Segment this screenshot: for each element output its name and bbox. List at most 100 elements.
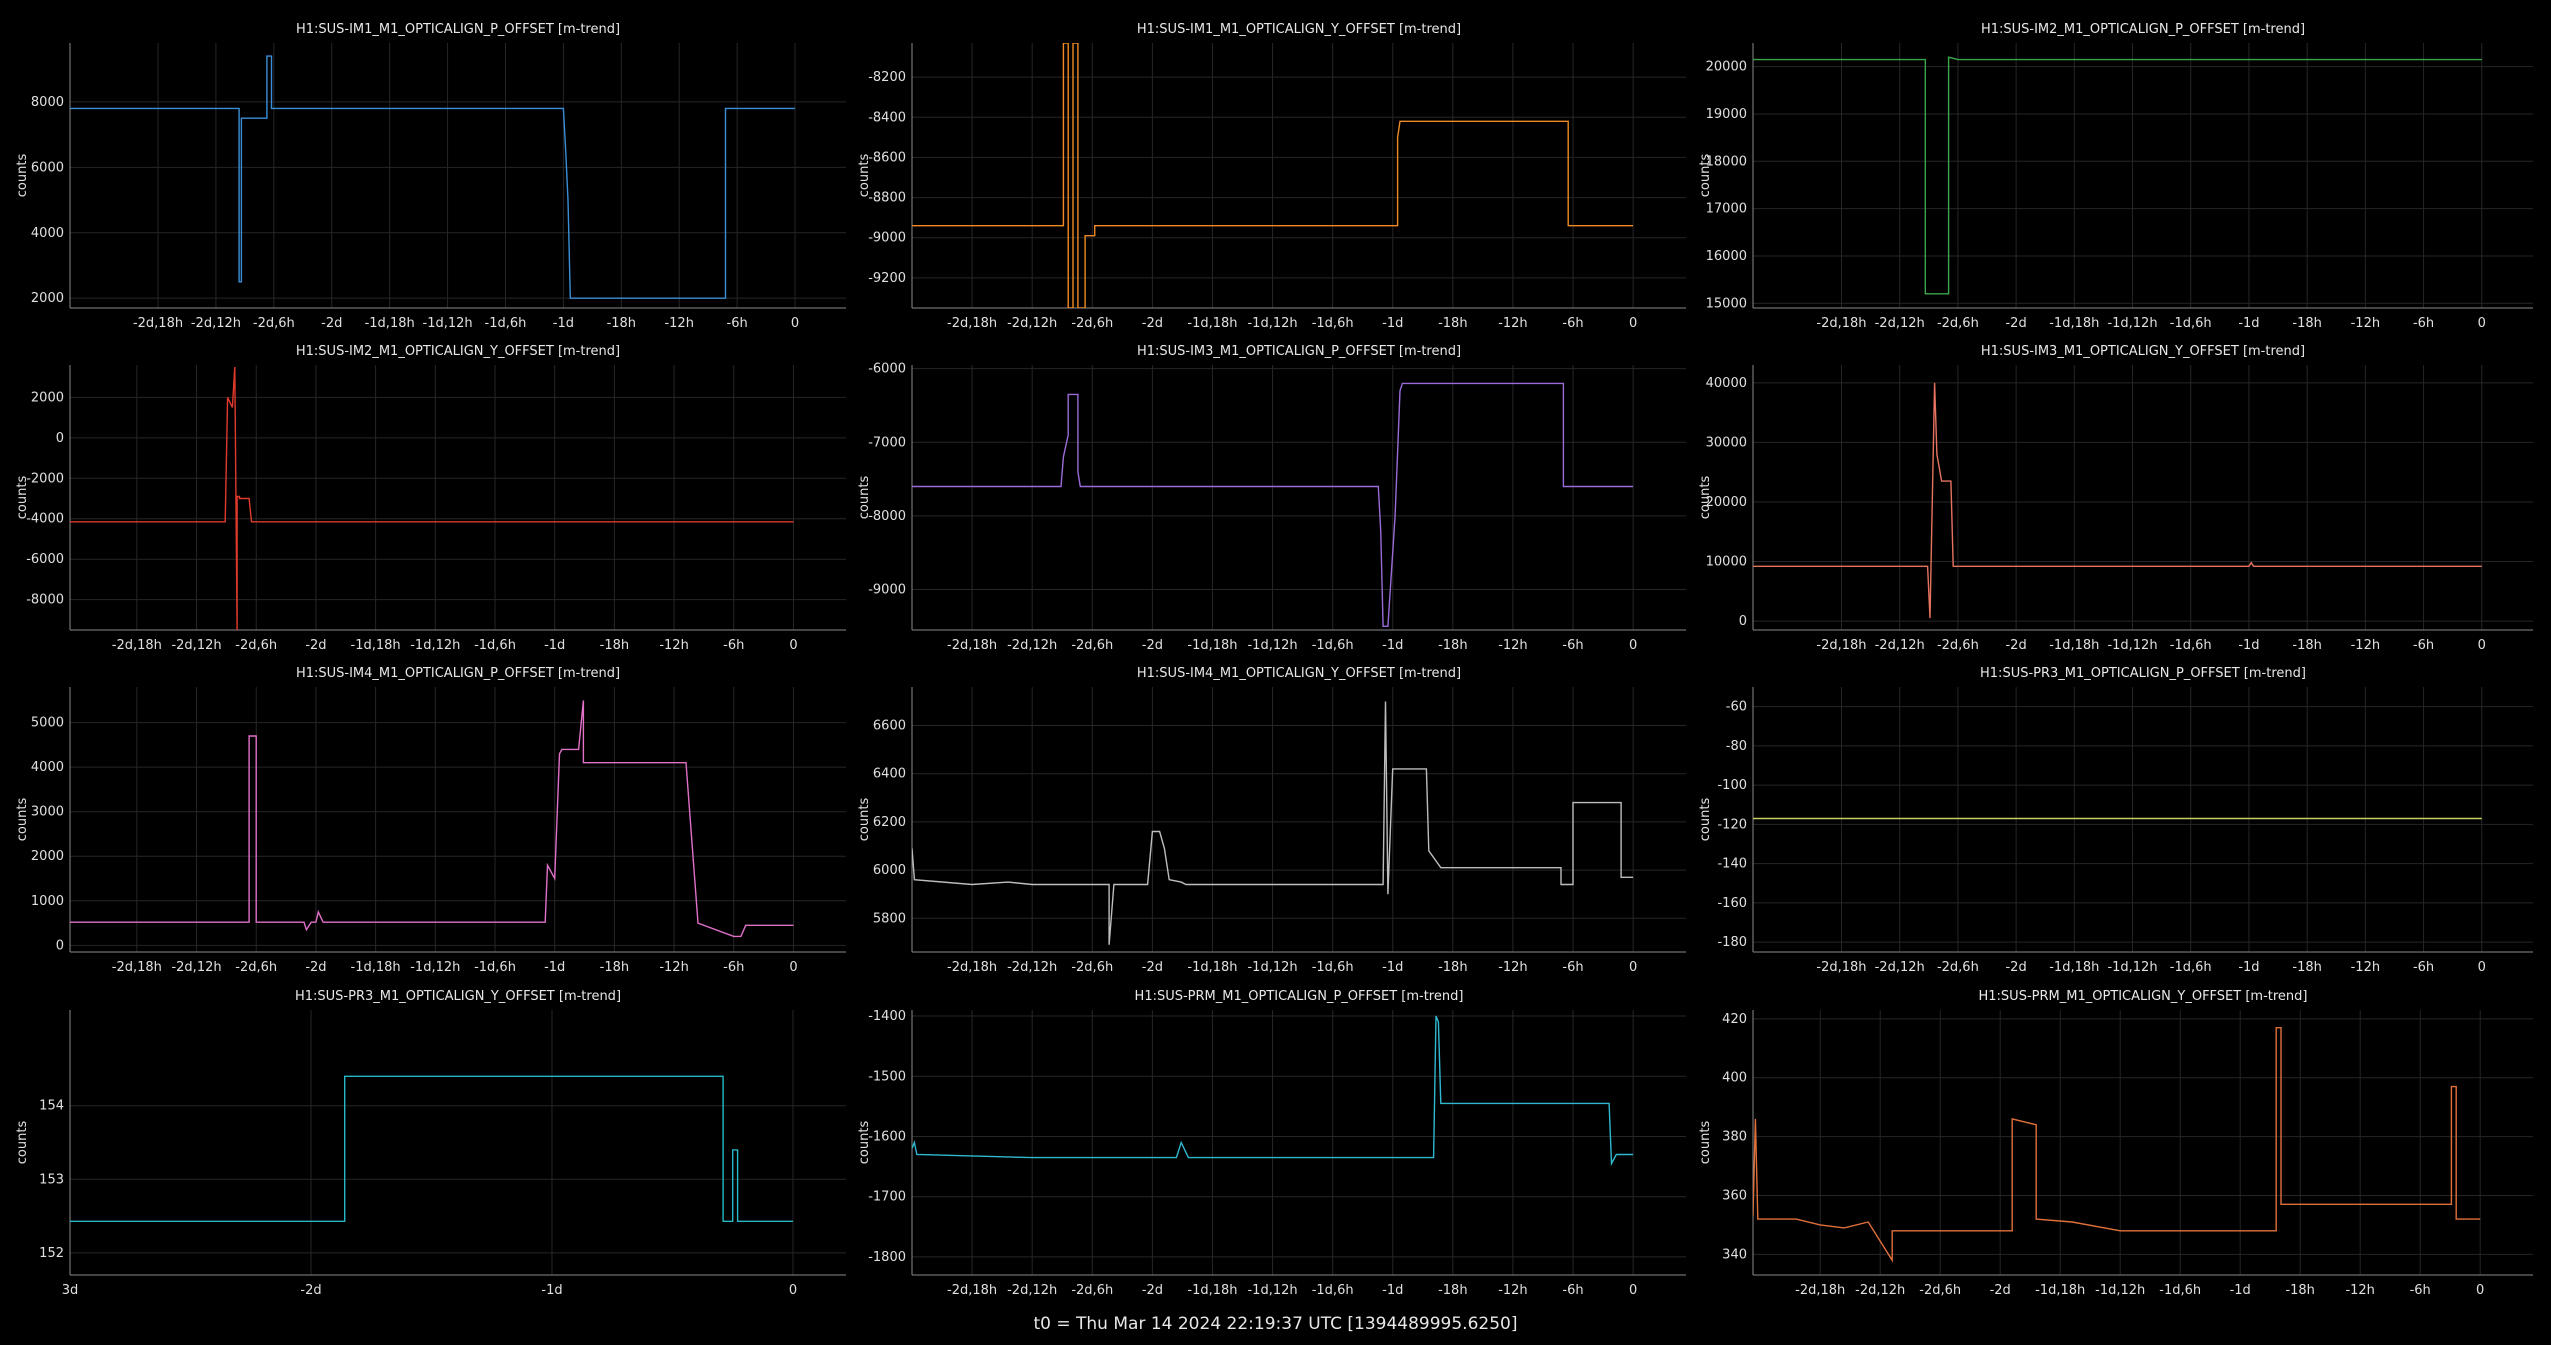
x-tick-label: -2d,18h	[1795, 1283, 1845, 1298]
x-tick-label: -1d	[553, 316, 574, 331]
x-tick-label: -2d,6h	[1071, 960, 1113, 975]
x-tick-label: -1d,18h	[1187, 638, 1237, 653]
x-tick-label: -1d	[1382, 316, 1403, 331]
plot-panel-6: H1:SUS-IM3_M1_OPTICALIGN_Y_OFFSET [m-tre…	[1698, 344, 2533, 653]
y-tick-label: -8200	[868, 70, 906, 85]
x-tick-label: -1d,18h	[2049, 638, 2099, 653]
y-axis-label: counts	[15, 798, 30, 842]
x-tick-label: -12h	[2351, 316, 2380, 331]
x-tick-label: -18h	[2292, 638, 2321, 653]
x-tick-label: -1d,6h	[2170, 316, 2212, 331]
y-tick-label: -100	[1717, 778, 1747, 793]
x-tick-label: -1d,6h	[485, 316, 527, 331]
x-tick-label: 0	[789, 960, 797, 975]
y-tick-label: 6600	[873, 719, 906, 734]
x-tick-label: -2d,6h	[235, 960, 277, 975]
x-tick-label: -1d,18h	[1187, 960, 1237, 975]
y-tick-label: 5000	[31, 716, 64, 731]
y-tick-label: -7000	[868, 435, 906, 450]
x-tick-label: -2d,6h	[235, 638, 277, 653]
y-tick-label: 0	[56, 938, 64, 953]
y-tick-label: 20000	[1706, 60, 1747, 75]
x-tick-label: -2d	[2005, 316, 2026, 331]
x-tick-label: 0	[1629, 316, 1637, 331]
y-tick-label: -8600	[868, 150, 906, 165]
x-tick-label: 0	[2478, 316, 2486, 331]
y-tick-label: 18000	[1706, 154, 1747, 169]
y-tick-label: 380	[1722, 1130, 1747, 1145]
x-tick-label: -2d,18h	[947, 638, 997, 653]
y-tick-label: 17000	[1706, 202, 1747, 217]
x-tick-label: -1d,12h	[2107, 638, 2157, 653]
y-tick-label: 340	[1722, 1247, 1747, 1262]
y-axis-label: counts	[857, 154, 872, 198]
y-tick-label: 16000	[1706, 249, 1747, 264]
x-tick-label: -18h	[1438, 1283, 1467, 1298]
x-tick-label: -2d	[1990, 1283, 2011, 1298]
x-tick-label: -1d,12h	[423, 316, 473, 331]
x-tick-label: -2d,6h	[1937, 960, 1979, 975]
x-tick-label: -2d,6h	[1919, 1283, 1961, 1298]
t0-footer: t0 = Thu Mar 14 2024 22:19:37 UTC [13944…	[1033, 1314, 1518, 1334]
x-tick-label: -1d	[544, 960, 565, 975]
plot-panel-11: H1:SUS-PRM_M1_OPTICALIGN_P_OFFSET [m-tre…	[857, 989, 1686, 1298]
y-tick-label: 2000	[31, 390, 64, 405]
plot-title: H1:SUS-IM3_M1_OPTICALIGN_Y_OFFSET [m-tre…	[1981, 344, 2305, 359]
x-tick-label: -1d,12h	[2095, 1283, 2145, 1298]
x-tick-label: -2d,12h	[1007, 960, 1057, 975]
y-tick-label: 0	[56, 431, 64, 446]
y-tick-label: -4000	[26, 512, 64, 527]
x-tick-label: -2d,12h	[1007, 1283, 1057, 1298]
series-line	[912, 701, 1634, 945]
x-tick-label: -2d,12h	[1875, 960, 1925, 975]
x-tick-label: -18h	[1438, 960, 1467, 975]
x-tick-label: 0	[2478, 960, 2486, 975]
x-tick-label: -6h	[2410, 1283, 2431, 1298]
x-tick-label: -2d,6h	[1937, 316, 1979, 331]
x-tick-label: -2d,6h	[1937, 638, 1979, 653]
plot-panel-9: H1:SUS-PR3_M1_OPTICALIGN_P_OFFSET [m-tre…	[1698, 666, 2533, 975]
x-tick-label: 0	[1629, 1283, 1637, 1298]
y-axis-label: counts	[857, 798, 872, 842]
y-axis-label: counts	[1698, 476, 1713, 520]
x-tick-label: -1d,12h	[410, 960, 460, 975]
x-tick-label: 0	[2476, 1283, 2484, 1298]
plot-title: H1:SUS-IM4_M1_OPTICALIGN_Y_OFFSET [m-tre…	[1137, 666, 1461, 681]
y-tick-label: -8000	[868, 509, 906, 524]
x-tick-label: -2d,18h	[1816, 638, 1866, 653]
x-tick-label: -1d,18h	[2049, 316, 2099, 331]
x-tick-label: -12h	[1498, 960, 1527, 975]
y-tick-label: -9000	[868, 231, 906, 246]
y-tick-label: 5800	[873, 911, 906, 926]
plot-panel-3: H1:SUS-IM2_M1_OPTICALIGN_P_OFFSET [m-tre…	[1698, 22, 2533, 331]
x-tick-label: -6h	[1562, 960, 1583, 975]
x-tick-label: -2d,18h	[112, 960, 162, 975]
y-axis-label: counts	[15, 154, 30, 198]
y-tick-label: -1400	[868, 1009, 906, 1024]
y-tick-label: -1700	[868, 1190, 906, 1205]
x-tick-label: -2d,18h	[947, 1283, 997, 1298]
series-line	[912, 1015, 1634, 1167]
plot-title: H1:SUS-IM3_M1_OPTICALIGN_P_OFFSET [m-tre…	[1137, 344, 1461, 359]
series-line	[70, 700, 794, 938]
y-axis-label: counts	[15, 476, 30, 520]
y-axis-label: counts	[857, 476, 872, 520]
x-tick-label: -1d,18h	[2035, 1283, 2085, 1298]
x-tick-label: -1d,18h	[365, 316, 415, 331]
series-line	[70, 1075, 793, 1222]
x-tick-label: -2d,12h	[1855, 1283, 1905, 1298]
x-tick-label: -1d,6h	[2159, 1283, 2201, 1298]
y-tick-label: 2000	[31, 849, 64, 864]
x-tick-label: -6h	[723, 638, 744, 653]
x-tick-label: -18h	[1438, 638, 1467, 653]
x-tick-label: -1d,18h	[351, 960, 401, 975]
x-tick-label: -1d,12h	[1247, 960, 1297, 975]
plot-title: H1:SUS-PRM_M1_OPTICALIGN_P_OFFSET [m-tre…	[1135, 989, 1464, 1004]
plot-title: H1:SUS-IM4_M1_OPTICALIGN_P_OFFSET [m-tre…	[296, 666, 620, 681]
y-tick-label: 152	[39, 1246, 64, 1261]
x-tick-label: -2d,12h	[1875, 638, 1925, 653]
y-tick-label: -9000	[868, 583, 906, 598]
x-tick-label: -12h	[2345, 1283, 2374, 1298]
x-tick-label: -1d,6h	[2170, 638, 2212, 653]
